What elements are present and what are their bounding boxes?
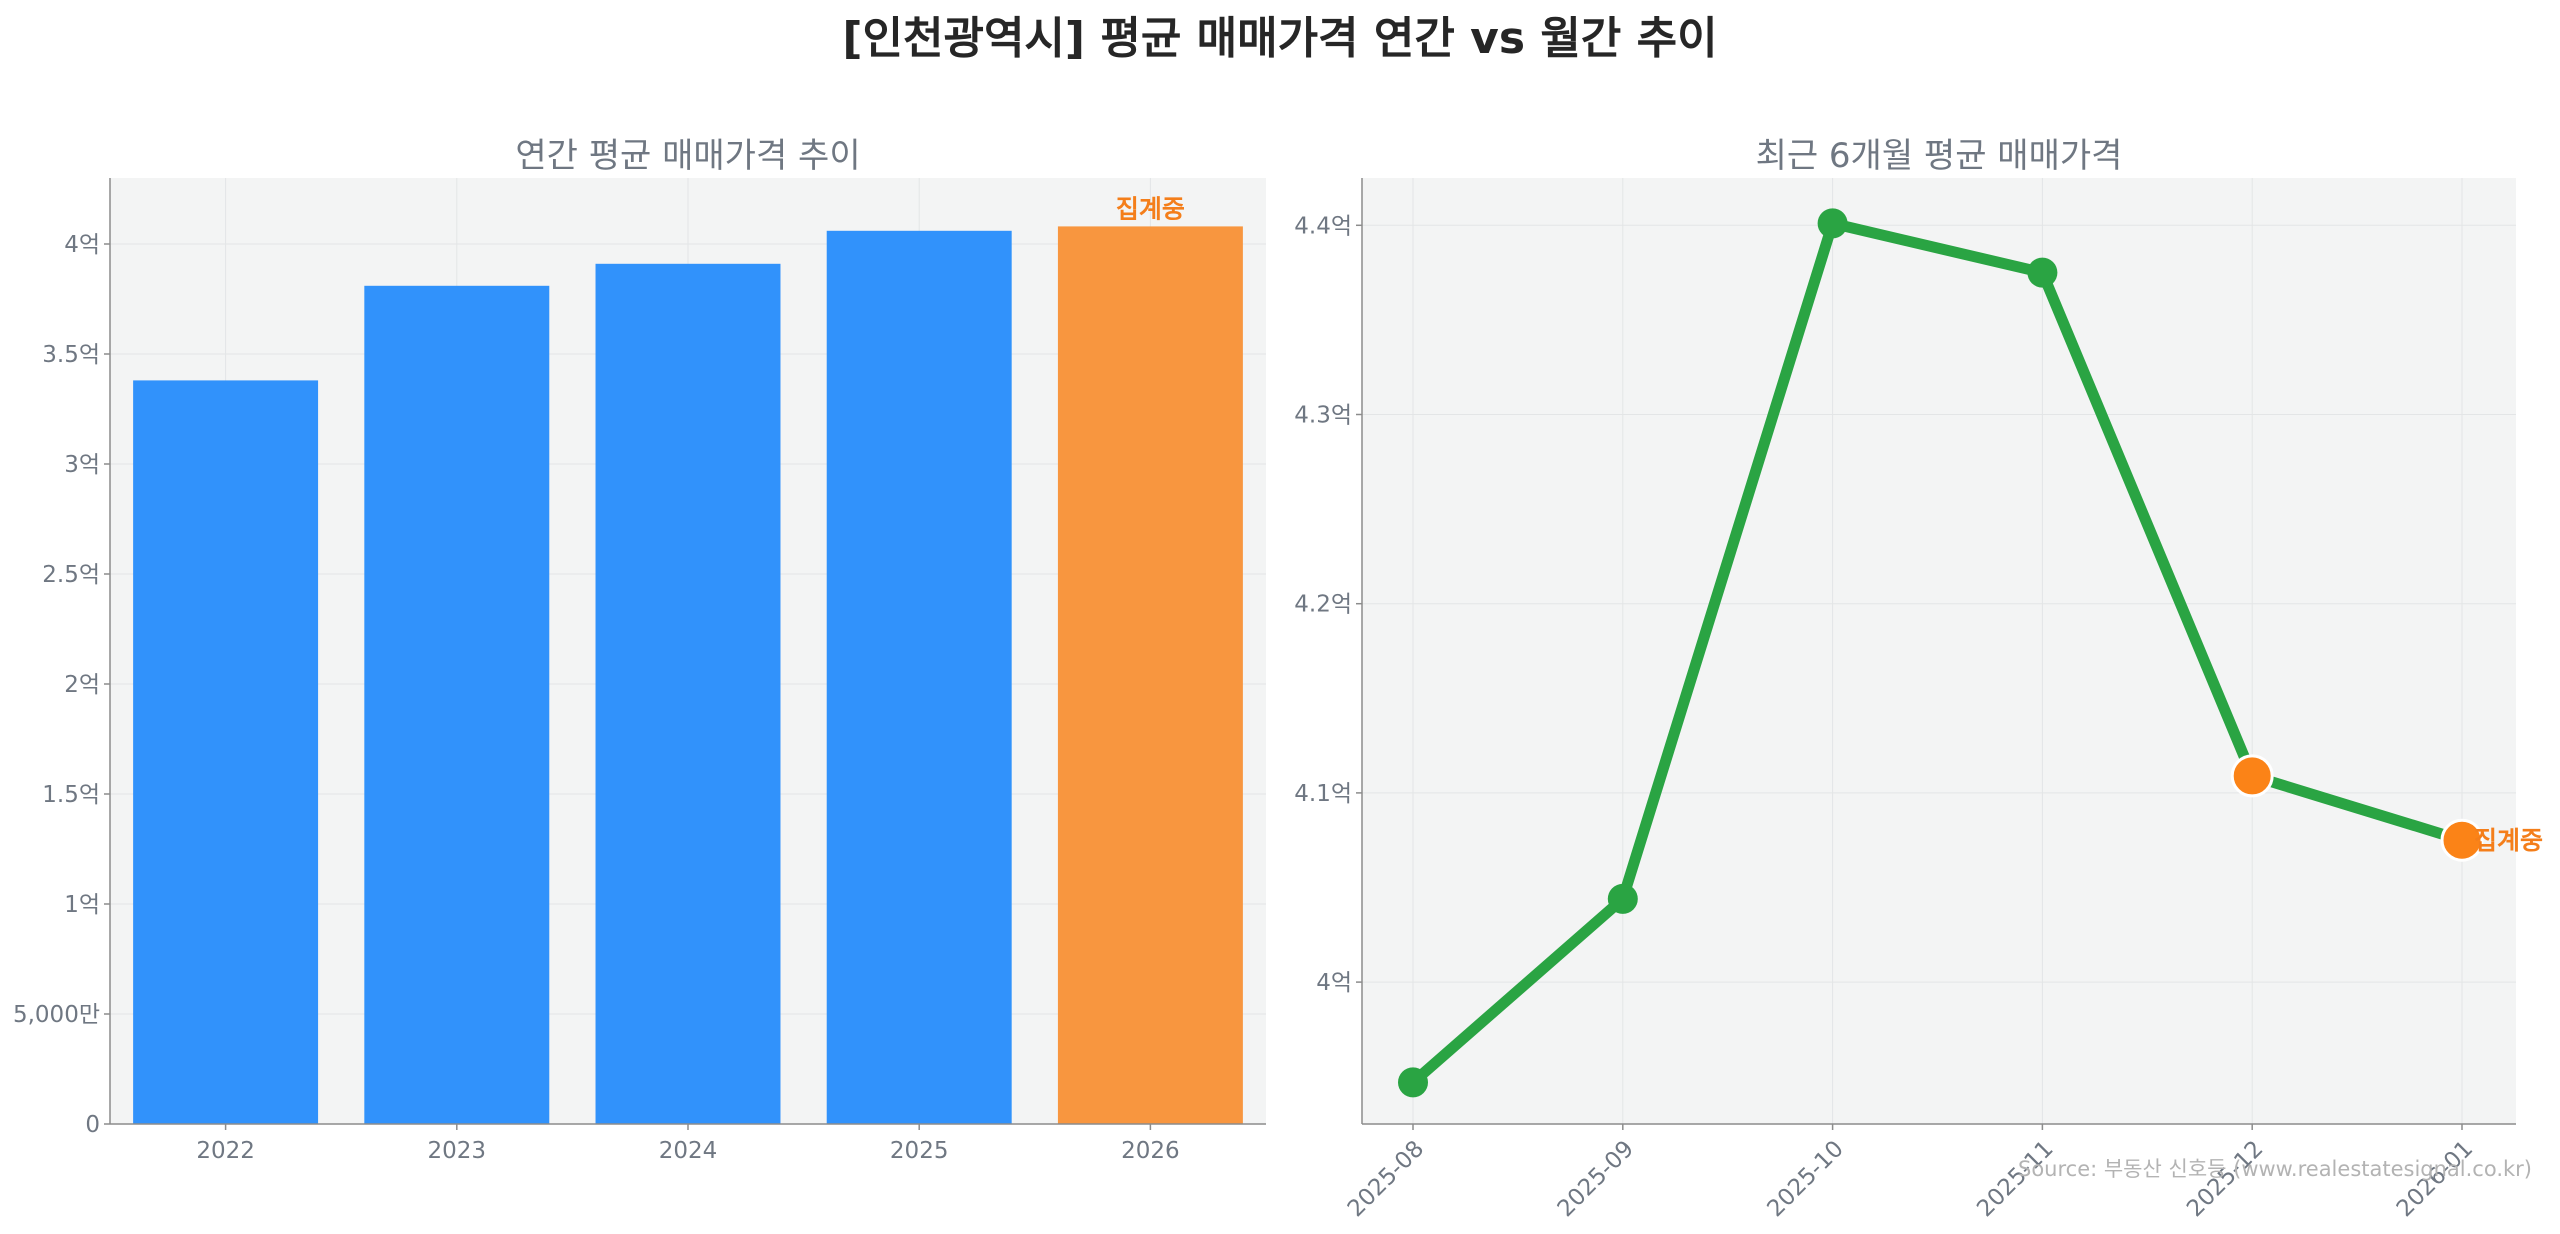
point-2025-08 bbox=[1398, 1067, 1428, 1098]
annual-chart-title: 연간 평균 매매가격 추이 bbox=[515, 136, 860, 176]
bar-2024 bbox=[595, 263, 781, 1124]
annual-x-tick-label-4: 2026 bbox=[1121, 1138, 1180, 1164]
annual-y-tick-label-6: 3억 bbox=[64, 452, 100, 478]
annual-x-tick-label-2: 2024 bbox=[659, 1138, 718, 1164]
annual-bar-chart: 연간 평균 매매가격 추이 집계중 0 5,000만 1억 1.5억 2억 2.5억 3억 3.… bbox=[13, 136, 1266, 1164]
annual-y-tick-label-3: 1.5억 bbox=[42, 782, 100, 808]
annual-x-tick-label-3: 2025 bbox=[890, 1138, 949, 1164]
annual-x-tick-label-1: 2023 bbox=[428, 1138, 487, 1164]
monthly-price-line bbox=[1407, 217, 2468, 1088]
chart-title: [인천광역시] 평균 매매가격 연간 vs 월간 추이 bbox=[842, 13, 1718, 64]
bar-2025 bbox=[826, 230, 1012, 1125]
annual-y-tick-label-0: 0 bbox=[85, 1112, 100, 1138]
monthly-y-tick-label-1: 4.1억 bbox=[1294, 781, 1352, 807]
annual-y-tick-label-4: 2억 bbox=[64, 672, 100, 698]
bar-2023 bbox=[364, 285, 550, 1124]
monthly-y-tick-label-2: 4.2억 bbox=[1294, 592, 1352, 618]
annual-y-tick-label-5: 2.5억 bbox=[42, 562, 100, 588]
monthly-x-tick-label-2: 2025-10 bbox=[1762, 1136, 1848, 1222]
annual-x-tick-label-0: 2022 bbox=[196, 1138, 255, 1164]
bar-2026 bbox=[1057, 226, 1243, 1124]
monthly-x-tick-label-1: 2025-09 bbox=[1553, 1136, 1639, 1222]
annual-y-tick-label-8: 4억 bbox=[64, 232, 100, 258]
monthly-x-tick-label-0: 2025-08 bbox=[1343, 1136, 1429, 1222]
point-2025-10 bbox=[1817, 208, 1848, 239]
monthly-line-chart: 최근 6개월 평균 매매가격 집계중 4억 4.1억 4.2억 4.3억 4.4억 2025… bbox=[1294, 136, 2543, 1222]
point-2026-01 bbox=[2440, 818, 2484, 862]
source-note: Source: 부동산 신호등 (www.realestatesignal.co… bbox=[2018, 1157, 2532, 1181]
point-2025-09 bbox=[1607, 883, 1638, 914]
monthly-chart-title: 최근 6개월 평균 매매가격 bbox=[1756, 136, 2123, 176]
bar-2022 bbox=[133, 380, 319, 1124]
bar-annotation-label: 집계중 bbox=[1116, 194, 1185, 223]
annual-y-tick-label-2: 1억 bbox=[64, 892, 100, 918]
point-2025-11 bbox=[2027, 257, 2058, 288]
monthly-y-tick-label-0: 4억 bbox=[1316, 970, 1352, 996]
line-annotation-label: 집계중 bbox=[2474, 826, 2543, 855]
monthly-y-tick-label-3: 4.3억 bbox=[1294, 403, 1352, 429]
point-2025-12 bbox=[2230, 754, 2274, 798]
annual-y-tick-label-1: 5,000만 bbox=[13, 1002, 100, 1028]
monthly-plot-background bbox=[1362, 178, 2516, 1124]
annual-y-tick-label-7: 3.5억 bbox=[42, 342, 100, 368]
monthly-y-tick-label-4: 4.4억 bbox=[1294, 213, 1352, 239]
